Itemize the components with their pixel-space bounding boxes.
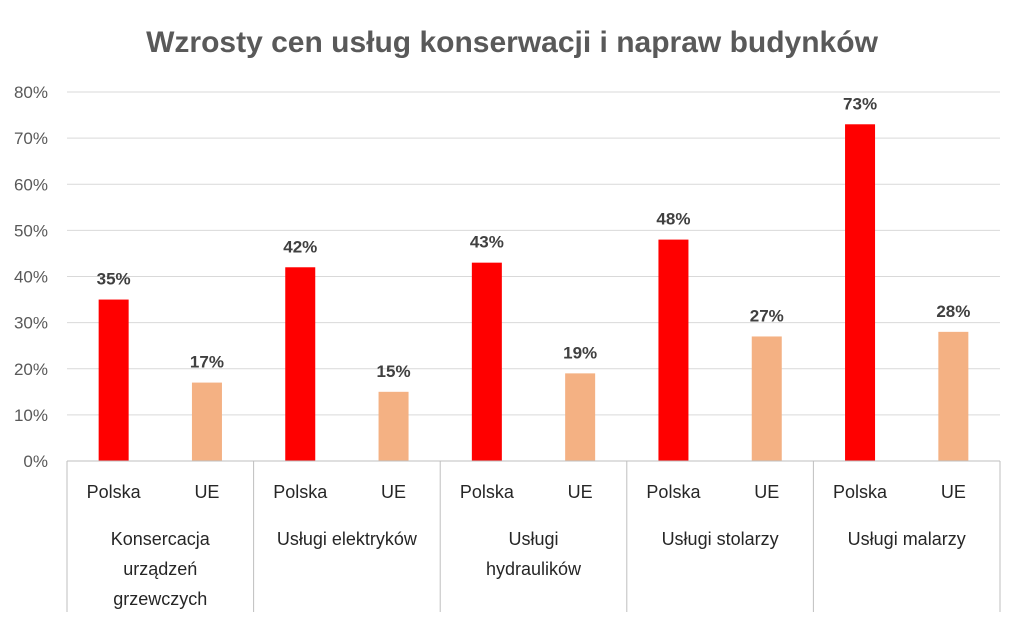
bar-ue bbox=[191, 382, 222, 461]
x-axis: Polska UE Konsercacja urządzeń grzewczych Pol… bbox=[66, 460, 1001, 612]
bar-polska bbox=[471, 262, 502, 461]
data-label: 73% bbox=[843, 94, 877, 113]
bar-ue bbox=[938, 331, 969, 461]
data-label: 42% bbox=[283, 237, 317, 256]
x-category-label: Usługi elektryków bbox=[277, 529, 418, 549]
bars bbox=[98, 124, 969, 461]
data-label: 28% bbox=[936, 302, 970, 321]
gridlines bbox=[67, 91, 1000, 416]
data-label: 19% bbox=[563, 343, 597, 362]
data-label: 17% bbox=[190, 353, 224, 372]
data-label: 43% bbox=[470, 233, 504, 252]
y-tick-label: 40% bbox=[14, 268, 48, 287]
x-sub-category-label: UE bbox=[381, 482, 406, 502]
x-sub-category-label: Polska bbox=[460, 482, 515, 502]
bar-ue bbox=[565, 373, 596, 461]
x-sub-category-label: Polska bbox=[273, 482, 328, 502]
bar-ue bbox=[378, 391, 409, 461]
x-sub-category-label: Polska bbox=[833, 482, 888, 502]
data-label: 48% bbox=[656, 210, 690, 229]
bar-polska bbox=[285, 267, 316, 461]
x-category-label: Usługi bbox=[508, 529, 558, 549]
chart-title: Wzrosty cen usług konserwacji i napraw b… bbox=[146, 26, 878, 59]
y-tick-label: 80% bbox=[14, 83, 48, 102]
bar-polska bbox=[845, 124, 876, 461]
y-tick-label: 60% bbox=[14, 175, 48, 194]
x-category-label: Usługi stolarzy bbox=[662, 529, 779, 549]
x-sub-category-label: UE bbox=[941, 482, 966, 502]
x-category-label: Konsercacja bbox=[111, 529, 211, 549]
y-axis-tick-labels: 0% 10% 20% 30% 40% 50% 60% 70% 80% bbox=[14, 83, 48, 471]
x-sub-category-label: Polska bbox=[646, 482, 701, 502]
bar-ue bbox=[751, 336, 782, 461]
y-tick-label: 0% bbox=[23, 452, 48, 471]
data-label: 15% bbox=[377, 362, 411, 381]
y-tick-label: 10% bbox=[14, 406, 48, 425]
y-tick-label: 30% bbox=[14, 314, 48, 333]
x-sub-category-label: UE bbox=[568, 482, 593, 502]
bar-polska bbox=[658, 239, 689, 461]
x-sub-category-label: Polska bbox=[87, 482, 142, 502]
data-labels: 35% 17% 42% 15% 43% 19% 48% 27% 73% 28% bbox=[97, 94, 971, 381]
bar-polska bbox=[98, 299, 129, 461]
x-category-label: urządzeń bbox=[123, 559, 197, 579]
data-label: 27% bbox=[750, 306, 784, 325]
x-category-label: Usługi malarzy bbox=[848, 529, 966, 549]
x-category-label: hydraulików bbox=[486, 559, 582, 579]
y-tick-label: 70% bbox=[14, 129, 48, 148]
x-category-label: grzewczych bbox=[113, 589, 207, 609]
data-label: 35% bbox=[97, 270, 131, 289]
y-tick-label: 20% bbox=[14, 360, 48, 379]
x-sub-category-label: UE bbox=[194, 482, 219, 502]
y-tick-label: 50% bbox=[14, 221, 48, 240]
x-sub-category-label: UE bbox=[754, 482, 779, 502]
